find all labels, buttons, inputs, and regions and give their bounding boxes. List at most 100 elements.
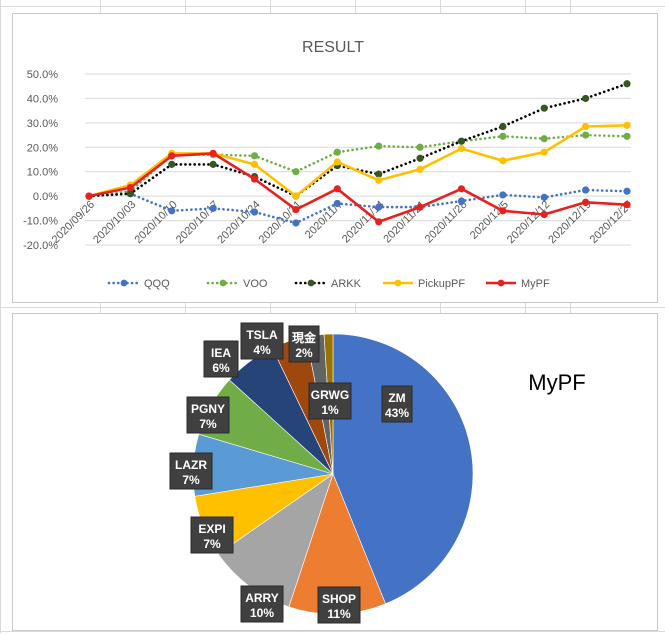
legend-item-pickuppf: PickupPF [383,278,465,290]
data-label-box [381,385,413,423]
data-label-percent: 4% [253,343,271,357]
data-point-mypf [250,175,259,183]
line-chart-panel[interactable]: RESULT -20.0% -10.0% 0.0% 10.0% 20.0% 30.0% 40… [12,13,658,303]
legend-item-voo: VOO [206,278,268,290]
data-point-qqq [333,199,341,208]
legend-swatch-marker [394,279,402,287]
data-point-mypf [209,149,217,157]
data-point-qqq [209,204,217,212]
data-point-mypf [499,207,507,215]
data-point-arkk [457,137,466,145]
data-label-box [288,325,320,363]
data-point-mypf [333,185,341,193]
data-point-qqq [540,193,548,201]
data-point-qqq [250,208,259,216]
x-tick-label: 2020/12/12 [505,199,552,246]
data-point-mypf [582,198,590,206]
data-point-mypf [623,201,631,209]
legend-label: VOO [243,278,268,290]
series-line-voo [87,133,629,198]
data-point-mypf [292,205,300,214]
data-point-pickuppf [292,192,300,200]
series-voo [85,131,631,200]
pie-slice-zm [332,333,474,605]
data-label-name: 現金 [292,330,317,345]
data-point-qqq [582,186,590,194]
data-label-name: GRWG [311,388,349,402]
data-label-name: IEA [211,346,231,360]
data-label-percent: 6% [212,361,230,375]
legend-label: ARKK [331,278,362,290]
data-point-qqq [499,191,507,199]
data-label-box [240,585,284,623]
legend-swatch-marker [497,279,505,287]
y-tick-label: 20.0% [27,142,58,154]
data-point-mypf [540,210,548,219]
legend-label: MyPF [521,278,550,290]
pie-chart-panel[interactable]: ZM 43% SHOP 11% ARRY 10% EXPI 7% LAZR 7% PGNY 7% IEA… [12,313,658,631]
data-point-arkk [582,94,590,103]
data-label-percent: 1% [321,403,339,417]
data-point-qqq [457,197,466,205]
data-point-mypf [168,152,176,160]
data-label-name: LAZR [175,458,207,472]
data-point-qqq [168,207,176,215]
data-point-pickuppf [499,157,507,165]
data-label-box [203,340,239,378]
series-line-pickuppf [88,124,628,198]
data-label-name: TSLA [246,328,278,342]
data-point-arkk [499,122,507,131]
data-label-percent: 2% [295,346,313,360]
legend-item-arkk: ARKK [294,278,362,290]
y-tick-label: 50.0% [27,69,58,81]
y-tick-label: 30.0% [27,118,58,130]
data-point-arkk [168,160,176,168]
legend-item-qqq: QQQ [107,278,170,290]
data-point-voo [499,132,507,140]
pie-chart-title: MyPF [528,370,585,395]
pie-chart: ZM43%SHOP11%ARRY10%EXPI7%LAZR7%PGNY7%IEA… [169,322,586,624]
x-tick-label: 2020/10/10 [132,199,179,246]
data-point-pickuppf [333,158,341,166]
data-point-arkk [623,80,631,88]
data-point-arkk [540,104,548,112]
data-point-voo [623,132,631,140]
data-label-name: PGNY [191,402,225,416]
data-point-voo [416,143,424,151]
data-label-percent: 7% [203,537,221,551]
data-label-percent: 7% [182,473,200,487]
data-point-pickuppf [623,121,631,129]
data-label-box [186,396,230,434]
data-point-voo [292,168,300,176]
data-point-pickuppf [250,160,259,168]
data-point-arkk [375,170,383,178]
y-tick-label: 10.0% [27,167,58,179]
data-point-qqq [375,203,383,211]
series-pickuppf [85,121,631,200]
data-point-arkk [416,154,424,162]
data-point-voo [375,142,383,150]
data-point-pickuppf [582,122,590,131]
data-label-percent: 11% [327,607,351,621]
data-point-mypf [457,185,466,193]
data-label-name: SHOP [322,592,356,606]
data-point-mypf [375,218,383,226]
legend-label: PickupPF [418,278,465,290]
y-tick-label: -10.0% [23,216,58,228]
data-label-percent: 7% [199,417,217,431]
data-point-pickuppf [416,165,424,173]
y-tick-label: -20.0% [23,240,58,252]
line-chart: RESULT -20.0% -10.0% 0.0% 10.0% 20.0% 30.0% 40… [23,39,635,290]
data-point-pickuppf [457,144,466,153]
data-label-name: ARRY [245,591,279,605]
series-mypf [85,149,631,226]
data-point-arkk [209,160,217,168]
data-point-qqq [292,219,300,227]
